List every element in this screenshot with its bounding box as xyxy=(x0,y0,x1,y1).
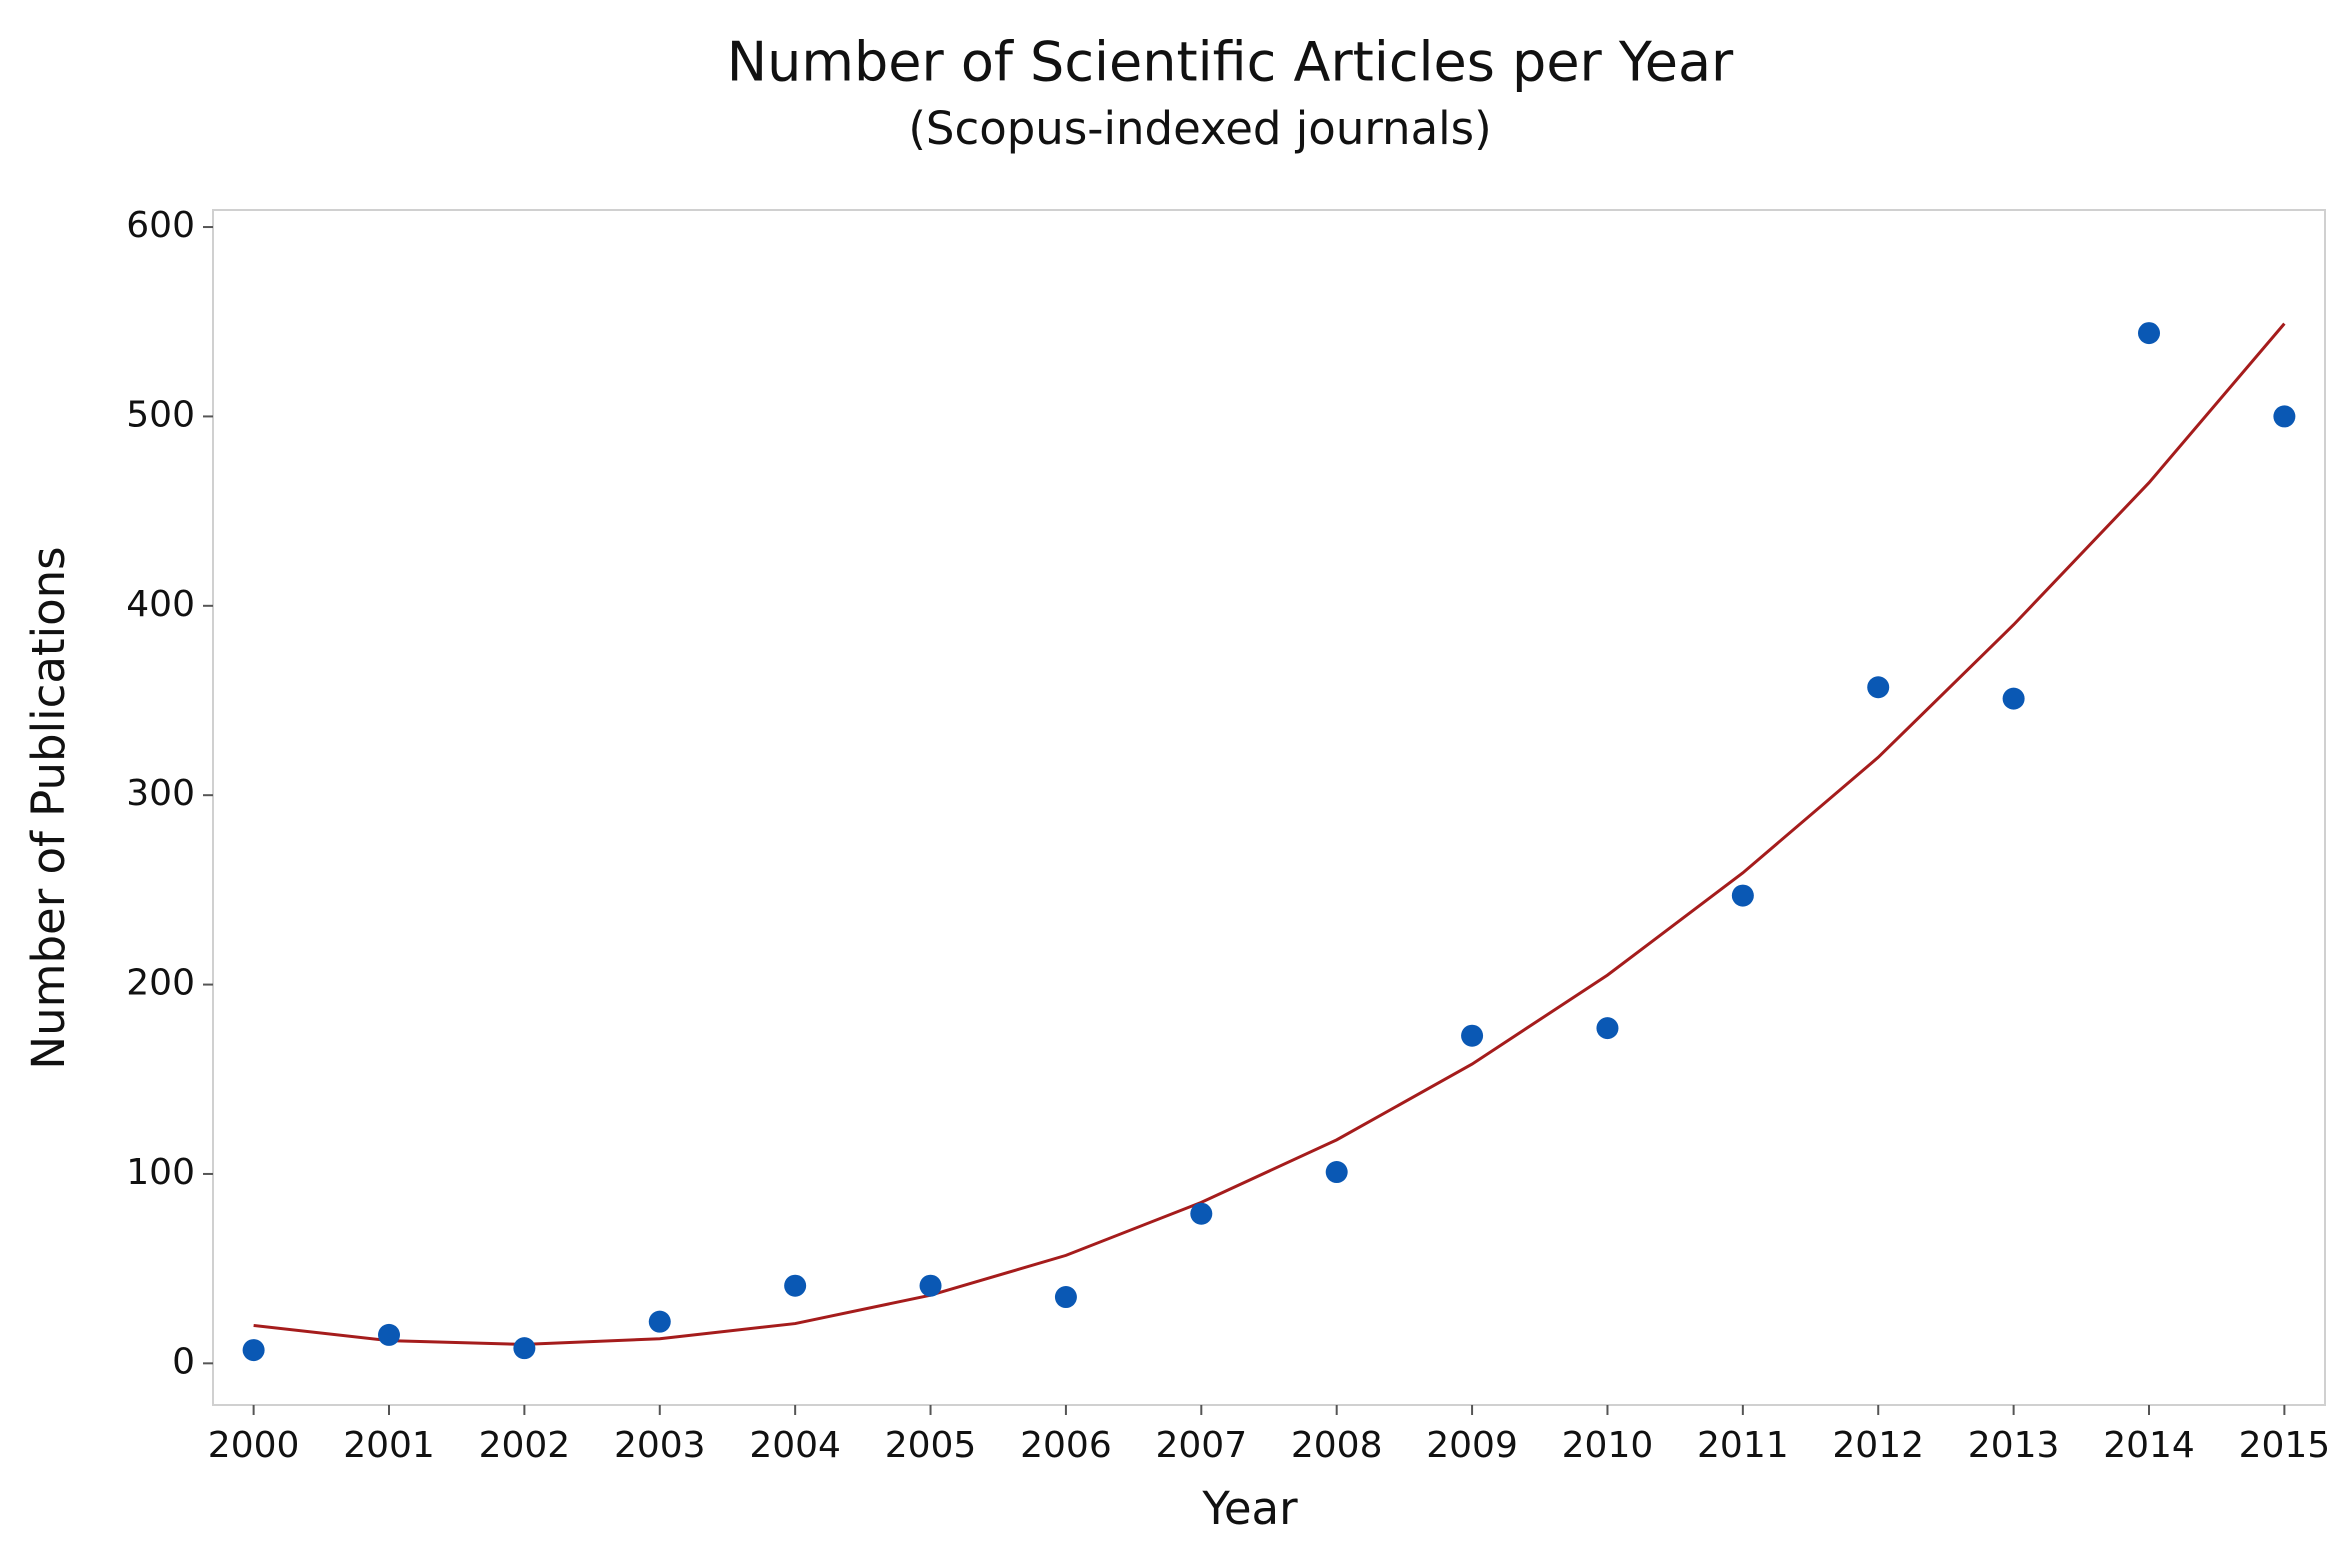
data-point xyxy=(1731,884,1754,907)
data-point xyxy=(1596,1017,1619,1040)
data-point xyxy=(2138,322,2160,345)
x-tick-label: 2012 xyxy=(1832,1425,1924,1466)
x-tick-label: 2013 xyxy=(1968,1425,2060,1466)
data-point xyxy=(1325,1161,1348,1184)
x-tick-label: 2007 xyxy=(1155,1425,1247,1466)
data-point xyxy=(513,1337,536,1360)
y-tick-label: 400 xyxy=(126,584,195,625)
data-point xyxy=(1867,676,1890,699)
y-tick-label: 600 xyxy=(126,205,195,246)
x-tick-label: 2000 xyxy=(208,1425,300,1466)
x-tick-label: 2014 xyxy=(2103,1425,2195,1466)
x-tick-label: 2008 xyxy=(1291,1425,1383,1466)
chart-title: Number of Scientific Articles per Year xyxy=(727,31,1734,94)
x-tick-label: 2002 xyxy=(479,1425,571,1466)
y-tick-label: 200 xyxy=(126,963,195,1004)
x-tick-label: 2015 xyxy=(2239,1425,2331,1466)
x-tick-label: 2005 xyxy=(885,1425,977,1466)
data-point xyxy=(378,1323,400,1346)
y-tick-label: 100 xyxy=(126,1152,195,1193)
x-axis-title: Year xyxy=(1201,1482,1298,1535)
data-point xyxy=(648,1310,671,1333)
data-point xyxy=(2273,405,2296,428)
x-tick-label: 2009 xyxy=(1426,1425,1518,1466)
x-tick-label: 2011 xyxy=(1697,1425,1789,1466)
data-point xyxy=(919,1274,942,1297)
x-tick-label: 2006 xyxy=(1020,1425,1112,1466)
y-axis-title: Number of Publications xyxy=(22,546,75,1069)
y-tick-label: 300 xyxy=(126,773,195,814)
y-tick-label: 500 xyxy=(126,394,195,435)
plot-frame xyxy=(212,209,2326,1406)
data-point xyxy=(784,1274,807,1297)
y-tick-label: 0 xyxy=(172,1341,195,1382)
x-tick-label: 2004 xyxy=(749,1425,841,1466)
chart-subtitle: (Scopus-indexed journals) xyxy=(908,102,1491,155)
x-tick-label: 2010 xyxy=(1562,1425,1654,1466)
x-tick-label: 2001 xyxy=(343,1425,435,1466)
data-point xyxy=(1190,1202,1213,1225)
data-point xyxy=(2002,687,2025,710)
data-point xyxy=(242,1339,265,1362)
data-point xyxy=(1054,1286,1077,1309)
fit-line xyxy=(253,322,2286,1346)
data-point xyxy=(1461,1024,1484,1047)
x-tick-label: 2003 xyxy=(614,1425,706,1466)
